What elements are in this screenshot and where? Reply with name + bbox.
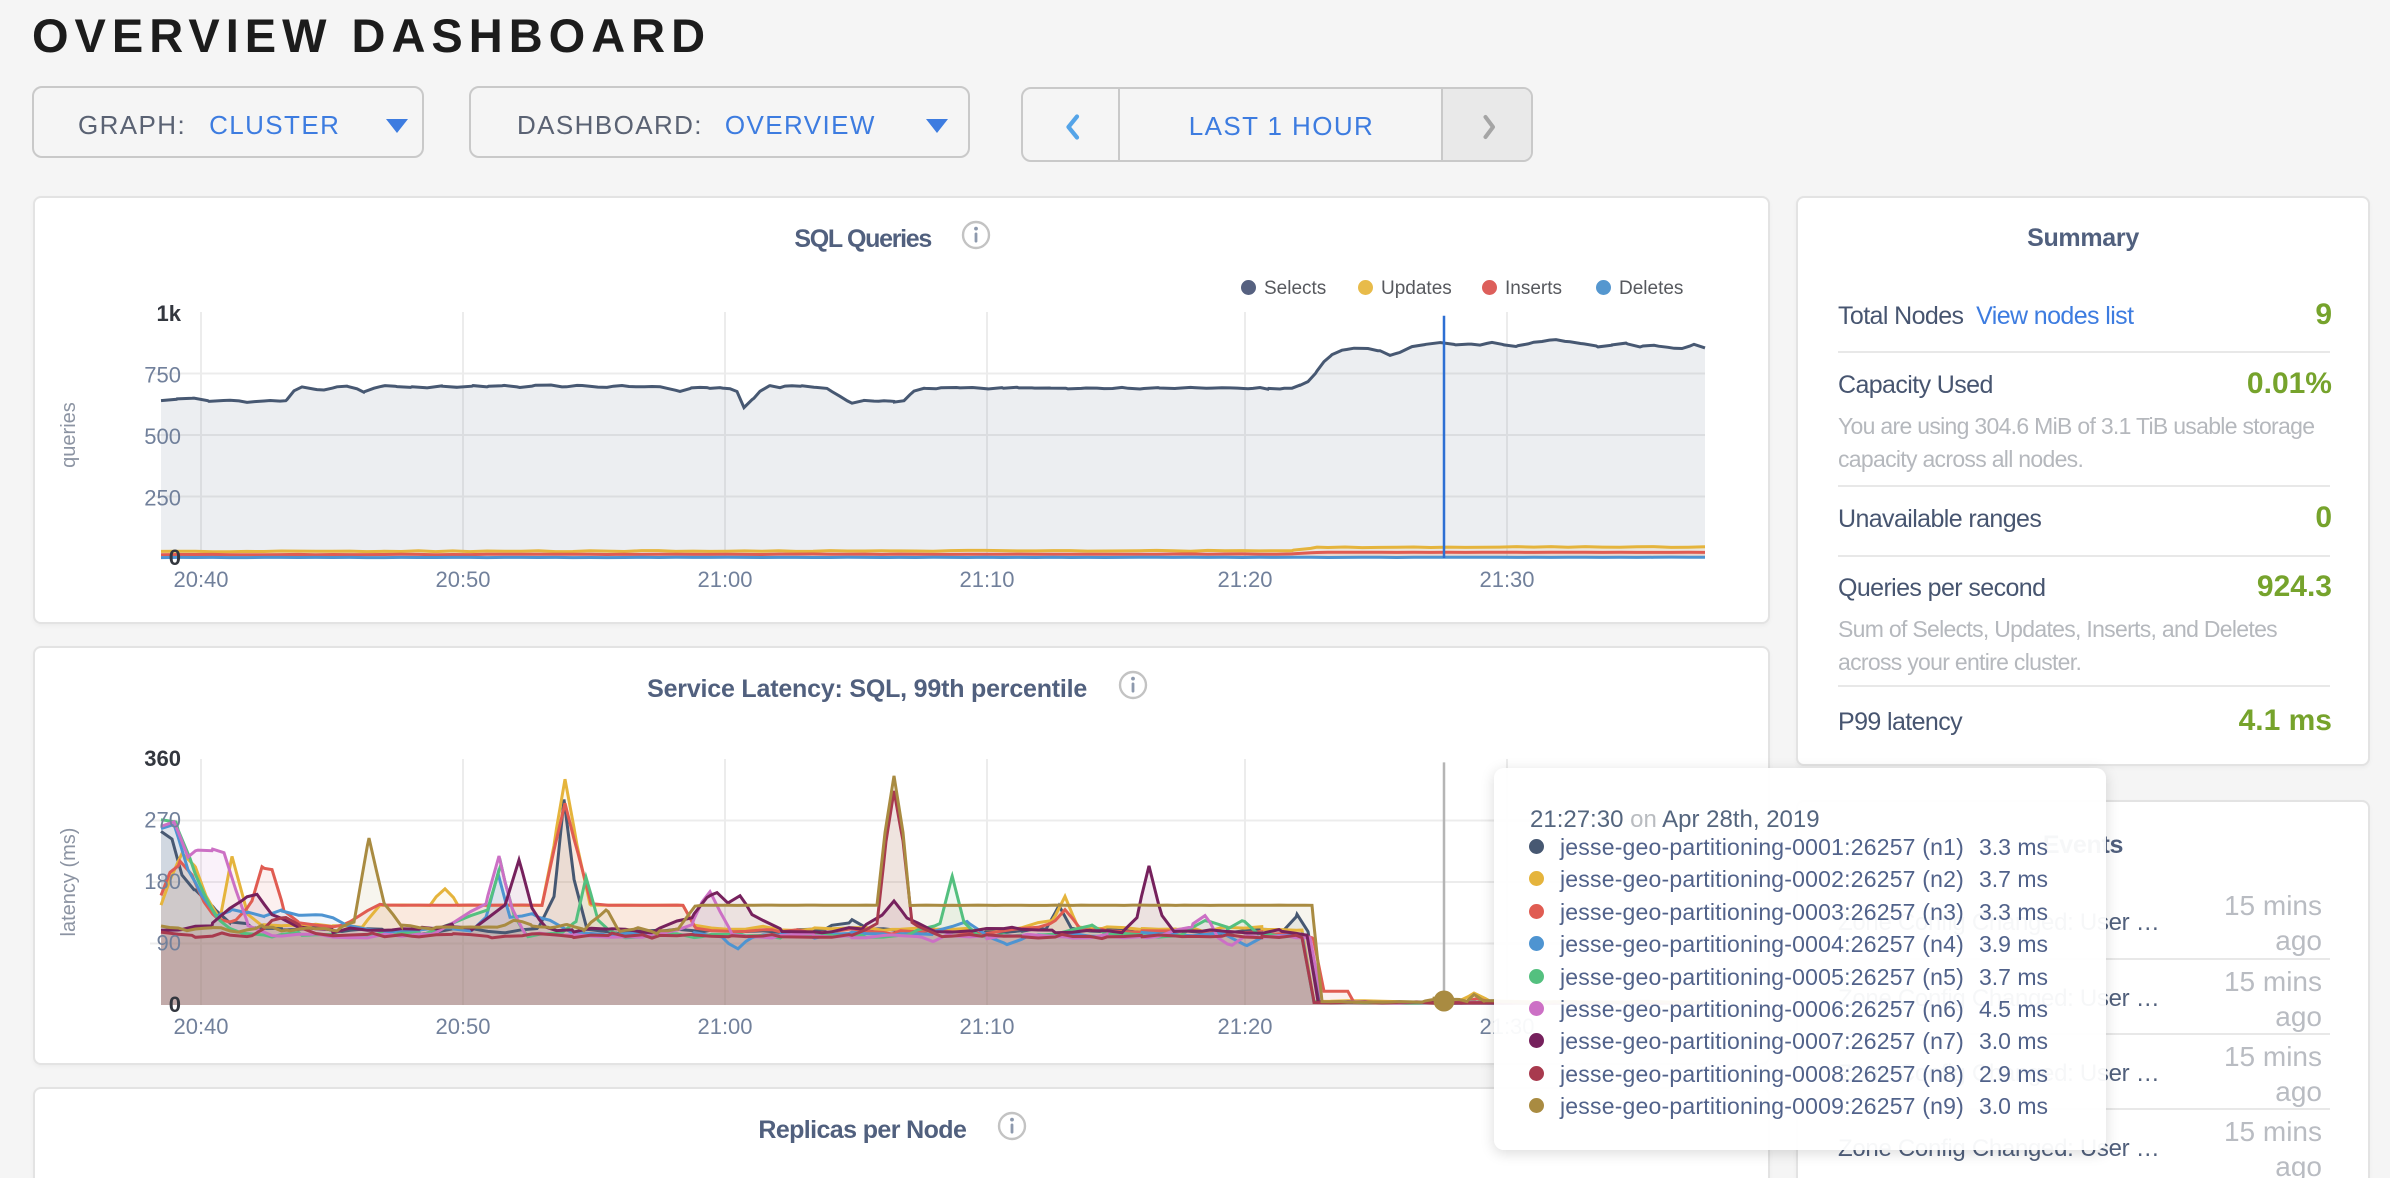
svg-text:21:00: 21:00 (697, 1014, 752, 1039)
svg-text:21:10: 21:10 (959, 1014, 1014, 1039)
svg-text:1k: 1k (157, 301, 182, 326)
svg-text:90: 90 (157, 931, 181, 956)
svg-text:latency (ms): latency (ms) (58, 828, 80, 937)
svg-text:360: 360 (144, 746, 181, 771)
svg-text:20:40: 20:40 (173, 567, 228, 592)
svg-text:20:50: 20:50 (435, 1014, 490, 1039)
svg-text:21:20: 21:20 (1217, 567, 1272, 592)
svg-text:0: 0 (169, 545, 181, 570)
svg-text:250: 250 (144, 486, 181, 511)
svg-text:20:40: 20:40 (173, 1014, 228, 1039)
svg-text:750: 750 (144, 363, 181, 388)
svg-text:180: 180 (144, 869, 181, 894)
svg-text:21:30: 21:30 (1479, 567, 1534, 592)
svg-text:270: 270 (144, 808, 181, 833)
svg-text:500: 500 (144, 424, 181, 449)
svg-text:queries: queries (58, 402, 80, 468)
svg-text:21:20: 21:20 (1217, 1014, 1272, 1039)
svg-text:0: 0 (169, 992, 181, 1017)
svg-text:20:50: 20:50 (435, 567, 490, 592)
svg-text:21:10: 21:10 (959, 567, 1014, 592)
svg-text:21:00: 21:00 (697, 567, 752, 592)
